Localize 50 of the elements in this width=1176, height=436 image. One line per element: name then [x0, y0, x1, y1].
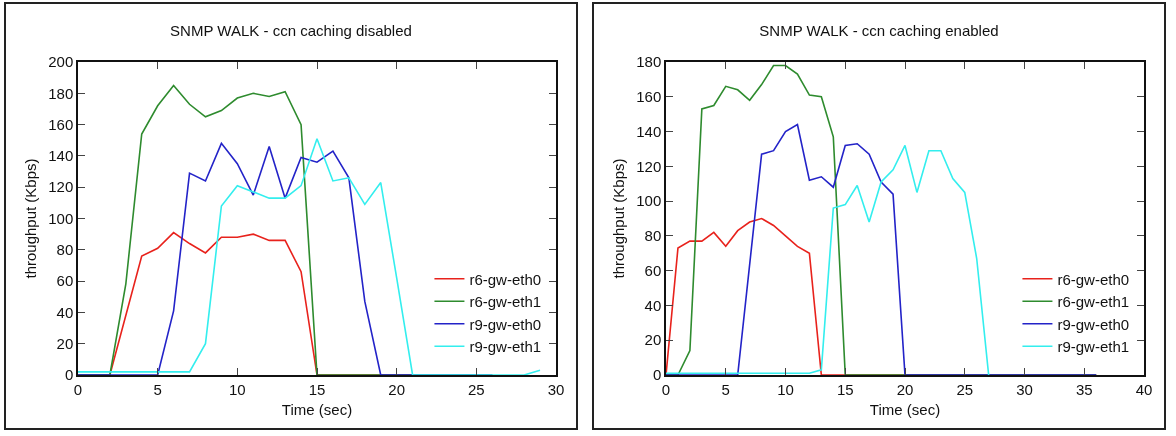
line-series	[666, 144, 990, 375]
y-tick-label: 20	[644, 331, 662, 349]
y-tick-label: 120	[48, 178, 74, 196]
legend-label: r6-gw-eth0	[469, 270, 542, 288]
legend-label: r6-gw-eth1	[1057, 293, 1130, 311]
x-tick-label: 25	[467, 380, 485, 398]
y-tick-label: 140	[48, 147, 74, 165]
y-tick-label: 120	[636, 157, 662, 175]
y-tick-label: 20	[56, 334, 74, 352]
legend-label: r6-gw-eth0	[1057, 270, 1130, 288]
y-tick-label: 100	[636, 192, 662, 210]
y-tick-label: 180	[48, 84, 74, 102]
x-tick-label: 30	[1016, 380, 1033, 398]
y-tick-label: 40	[644, 296, 662, 314]
y-tick-label: 60	[56, 272, 74, 290]
legend-label: r9-gw-eth0	[1057, 315, 1130, 333]
y-tick-label: 140	[636, 122, 662, 140]
chart-title: SNMP WALK - ccn caching disabled	[170, 21, 412, 39]
y-tick-label: 40	[56, 303, 74, 321]
y-tick-label: 0	[64, 366, 74, 384]
x-tick-label: 35	[1075, 380, 1093, 398]
y-tick-label: 0	[652, 366, 662, 384]
y-tick-label: 100	[48, 209, 74, 227]
y-tick-label: 200	[48, 53, 74, 71]
x-tick-label: 25	[956, 380, 974, 398]
legend-label: r6-gw-eth1	[469, 293, 542, 311]
legend-label: r9-gw-eth1	[1057, 338, 1130, 356]
x-axis-title: Time (sec)	[281, 401, 353, 419]
y-axis-title: throughput (Kbps)	[609, 158, 627, 279]
y-tick-label: 80	[644, 227, 662, 245]
y-tick-label: 80	[56, 241, 74, 259]
y-tick-label: 180	[636, 53, 662, 71]
x-tick-label: 10	[777, 380, 794, 398]
x-tick-label: 15	[836, 380, 854, 398]
x-tick-label: 20	[896, 380, 914, 398]
y-tick-label: 160	[636, 88, 662, 106]
x-tick-label: 10	[228, 380, 246, 398]
x-tick-label: 40	[1135, 380, 1153, 398]
x-tick-label: 15	[308, 380, 326, 398]
x-tick-label: 20	[388, 380, 406, 398]
y-tick-label: 60	[644, 261, 662, 279]
y-tick-label: 160	[48, 115, 74, 133]
x-axis-title: Time (sec)	[869, 401, 941, 419]
x-tick-label: 5	[721, 380, 730, 398]
legend-label: r9-gw-eth1	[469, 338, 542, 356]
y-axis-title: throughput (Kbps)	[21, 158, 39, 279]
x-tick-label: 30	[547, 380, 565, 398]
legend-label: r9-gw-eth0	[469, 315, 542, 333]
chart-title: SNMP WALK - ccn caching enabled	[759, 21, 999, 39]
x-tick-label: 5	[153, 380, 162, 398]
